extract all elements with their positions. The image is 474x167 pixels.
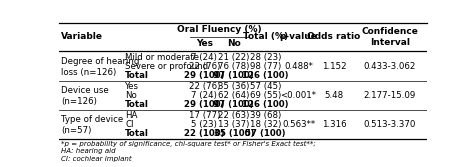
Text: 21 (22): 21 (22) <box>218 53 249 62</box>
Text: 22 (76): 22 (76) <box>189 62 220 71</box>
Text: 7 (24): 7 (24) <box>191 91 217 100</box>
Text: Total: Total <box>125 100 149 109</box>
Text: 76 (78): 76 (78) <box>218 62 249 71</box>
Text: Total: Total <box>125 71 149 80</box>
Text: Mild or moderate: Mild or moderate <box>125 53 200 62</box>
Text: <0.001*: <0.001* <box>281 91 317 100</box>
Text: 13 (37): 13 (37) <box>218 120 249 129</box>
Text: 39 (68): 39 (68) <box>250 111 281 120</box>
Text: CI: CI <box>125 120 134 129</box>
Text: Confidence
Interval: Confidence Interval <box>362 27 418 47</box>
Text: 29 (100): 29 (100) <box>184 71 225 80</box>
Text: 98 (77): 98 (77) <box>250 62 281 71</box>
Text: Yes: Yes <box>125 82 139 91</box>
Text: Total (%): Total (%) <box>243 32 288 41</box>
Text: 0.433-3.062: 0.433-3.062 <box>364 62 416 71</box>
Text: 2.177-15.09: 2.177-15.09 <box>364 91 416 100</box>
Text: 0.513-3.370: 0.513-3.370 <box>364 120 416 129</box>
Text: 126 (100): 126 (100) <box>242 71 289 80</box>
Text: 1.152: 1.152 <box>321 62 346 71</box>
Text: Type of device
(n=57): Type of device (n=57) <box>61 115 123 135</box>
Text: HA: hearing aid: HA: hearing aid <box>61 148 116 154</box>
Text: 28 (23): 28 (23) <box>250 53 281 62</box>
Text: Device use
(n=126): Device use (n=126) <box>61 86 109 106</box>
Text: Total: Total <box>125 129 149 138</box>
Text: 5.48: 5.48 <box>324 91 343 100</box>
Text: 17 (77): 17 (77) <box>189 111 220 120</box>
Text: 5 (23): 5 (23) <box>191 120 217 129</box>
Text: 0.563**: 0.563** <box>282 120 315 129</box>
Text: 29 (100): 29 (100) <box>184 100 225 109</box>
Text: Variable: Variable <box>61 32 103 41</box>
Text: 0.488*: 0.488* <box>284 62 313 71</box>
Text: 7 (24): 7 (24) <box>191 53 217 62</box>
Text: No: No <box>125 91 137 100</box>
Text: 62 (64): 62 (64) <box>218 91 249 100</box>
Text: 57 (45): 57 (45) <box>250 82 281 91</box>
Text: 35 (36): 35 (36) <box>218 82 249 91</box>
Text: Odds ratio: Odds ratio <box>307 32 360 41</box>
Text: p-value: p-value <box>280 32 318 41</box>
Text: Yes: Yes <box>196 39 213 48</box>
Text: 1.316: 1.316 <box>321 120 346 129</box>
Text: 22 (100): 22 (100) <box>184 129 225 138</box>
Text: 35 (100): 35 (100) <box>214 129 254 138</box>
Text: HA: HA <box>125 111 138 120</box>
Text: CI: cochlear implant: CI: cochlear implant <box>61 155 132 162</box>
Text: Severe or profound: Severe or profound <box>125 62 209 71</box>
Text: Degree of hearing
loss (n=126): Degree of hearing loss (n=126) <box>61 57 139 77</box>
Text: 57 (100): 57 (100) <box>245 129 286 138</box>
Text: 22 (76): 22 (76) <box>189 82 220 91</box>
Text: 126 (100): 126 (100) <box>242 100 289 109</box>
Text: *p = probability of significance, chi-square test* or Fisher's Exact test**;: *p = probability of significance, chi-sq… <box>61 141 316 147</box>
Text: Oral Fluency (%): Oral Fluency (%) <box>177 25 261 34</box>
Text: No: No <box>227 39 241 48</box>
Text: 97 (100): 97 (100) <box>213 100 254 109</box>
Text: 18 (32): 18 (32) <box>250 120 281 129</box>
Text: 22 (63): 22 (63) <box>218 111 249 120</box>
Text: 69 (55): 69 (55) <box>250 91 281 100</box>
Text: 97 (100): 97 (100) <box>213 71 254 80</box>
